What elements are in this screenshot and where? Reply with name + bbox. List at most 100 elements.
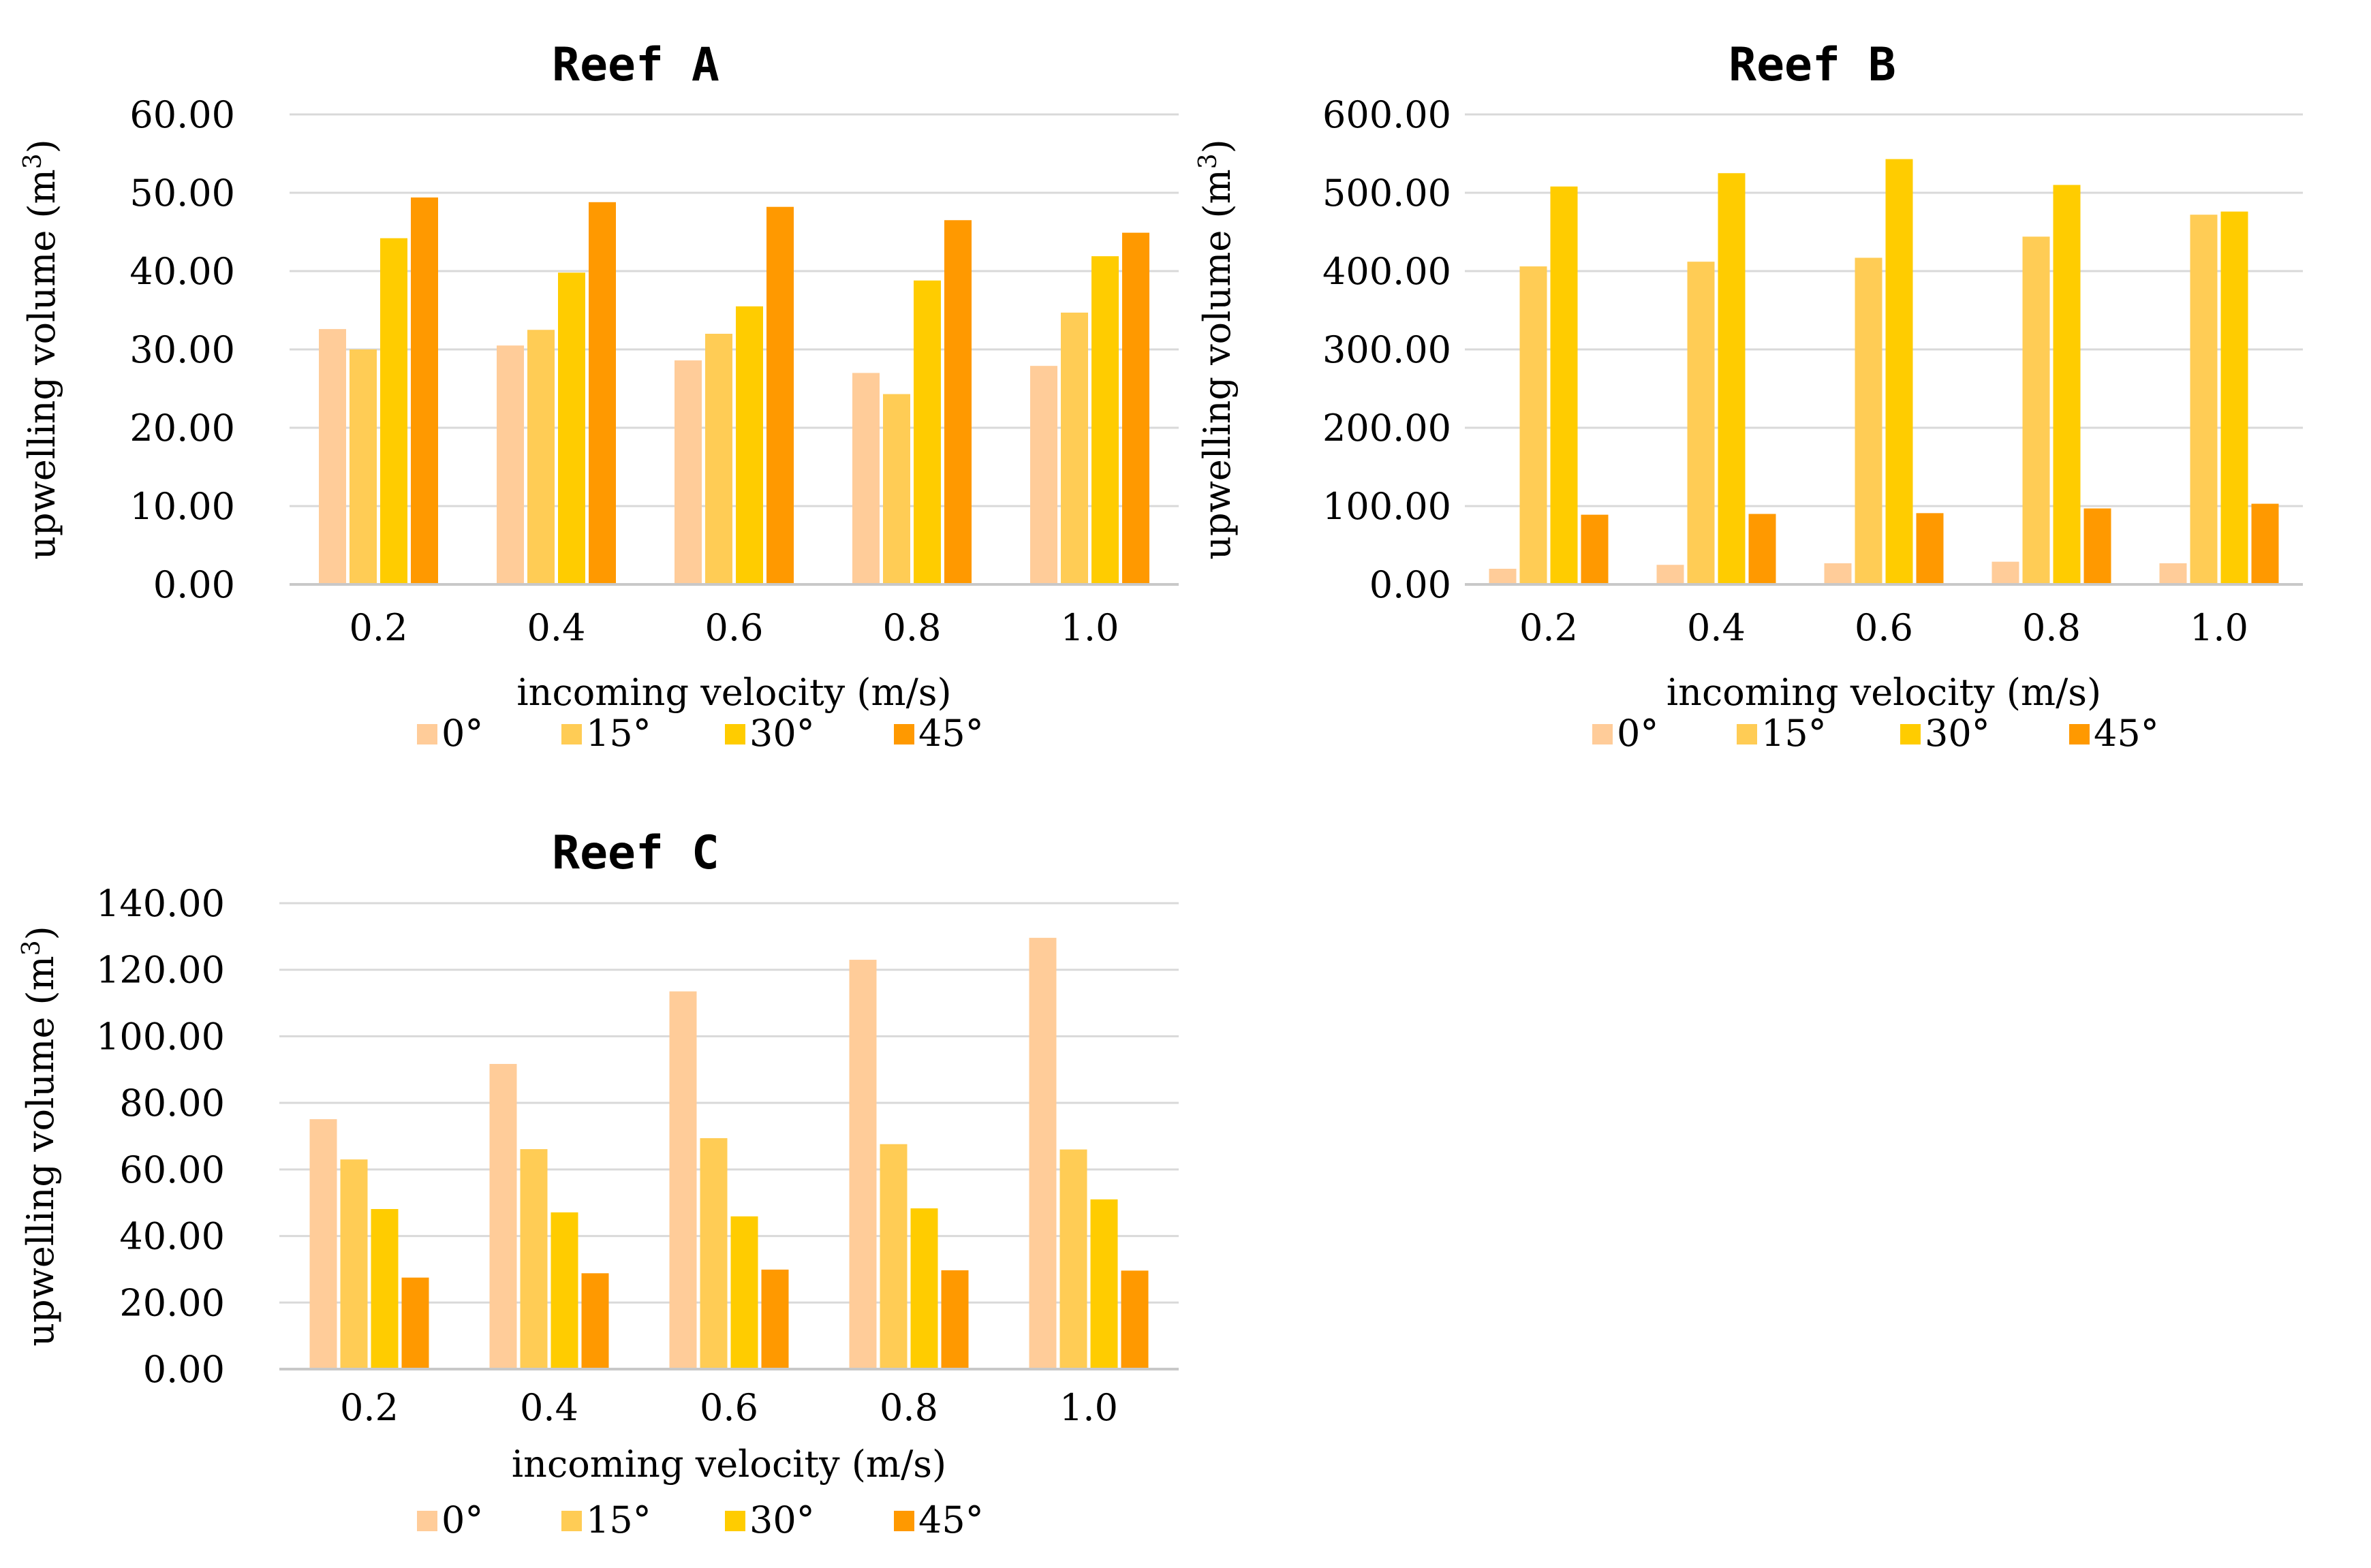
y-tick-label: 200.00: [1322, 407, 1451, 450]
bar: [1656, 565, 1684, 583]
y-tick-label: 40.00: [129, 250, 235, 293]
legend-label: 15°: [586, 1499, 651, 1541]
y-axis-label-text: upwelling volume (m: [20, 169, 63, 560]
bar: [558, 272, 585, 583]
bar: [1824, 563, 1852, 583]
legend-label: 15°: [1761, 712, 1827, 755]
bar: [883, 394, 910, 583]
bar: [1029, 937, 1057, 1368]
y-axis-label-close: ): [19, 926, 62, 940]
bar: [2159, 563, 2187, 583]
legend-label: 0°: [441, 712, 483, 755]
legend-swatch: [1900, 724, 1921, 744]
y-axis-label-close: ): [1196, 139, 1239, 153]
x-tick-label: 1.0: [2190, 606, 2248, 649]
legend-swatch: [725, 724, 745, 744]
bar: [944, 220, 972, 583]
y-tick-label: 0.00: [143, 1348, 225, 1391]
x-tick-label: 0.8: [880, 1386, 938, 1429]
y-axis-label: upwelling volume (m3): [18, 926, 62, 1347]
reef-a: Reef A 0.00 10.00 20.00 30.00 40.00 50.00 60.00…: [19, 38, 1179, 755]
bar: [2190, 215, 2218, 583]
bar: [1090, 1199, 1118, 1368]
y-tick-label: 50.00: [129, 172, 235, 215]
y-tick-label: 300.00: [1322, 328, 1451, 371]
legend-label: 30°: [749, 1499, 815, 1541]
y-tick-label: 500.00: [1322, 172, 1451, 215]
x-axis-label: incoming velocity (m/s): [512, 1443, 946, 1486]
bar: [1519, 266, 1547, 583]
y-tick-label: 400.00: [1322, 250, 1451, 293]
y-tick-label: 40.00: [119, 1215, 225, 1258]
bar: [2022, 236, 2050, 583]
bar: [1855, 257, 1882, 583]
bar: [581, 1273, 609, 1368]
bar: [1489, 569, 1517, 583]
legend-label: 0°: [1617, 712, 1658, 755]
y-tick-label: 0.00: [1369, 563, 1451, 606]
bar: [2053, 185, 2081, 583]
legend-swatch: [1592, 724, 1613, 744]
bar: [1550, 186, 1578, 583]
x-tick-label: 0.8: [883, 606, 942, 649]
y-tick-label: 140.00: [96, 882, 225, 925]
legend-swatch: [417, 724, 437, 744]
legend-label: 0°: [441, 1499, 483, 1541]
bar: [1030, 366, 1057, 583]
bar: [411, 197, 438, 583]
x-axis-label: incoming velocity (m/s): [1667, 671, 2101, 714]
bar: [401, 1277, 429, 1368]
bar: [371, 1208, 399, 1368]
bar: [1581, 514, 1609, 583]
y-axis-label: upwelling volume (m3): [19, 139, 63, 560]
x-tick-label: 0.6: [705, 606, 764, 649]
bar: [669, 991, 697, 1368]
bar: [1121, 1270, 1149, 1368]
y-tick-label: 30.00: [129, 328, 235, 371]
bar: [520, 1149, 548, 1368]
y-tick-label: 60.00: [119, 1148, 225, 1191]
y-tick-label: 120.00: [96, 949, 225, 992]
bar: [1916, 513, 1944, 583]
bar: [1122, 232, 1149, 583]
legend-swatch: [1737, 724, 1757, 744]
y-axis-label-superscript: 3: [18, 940, 46, 956]
x-tick-label: 1.0: [1059, 1386, 1118, 1429]
chart-title: Reef C: [552, 826, 719, 880]
legend-label: 45°: [918, 712, 984, 755]
bar: [489, 1063, 517, 1368]
bar: [910, 1208, 938, 1368]
bar: [350, 349, 377, 583]
bar: [2083, 508, 2111, 583]
bar: [551, 1212, 578, 1368]
bar: [380, 238, 407, 583]
y-axis-label-text: upwelling volume (m: [1196, 169, 1239, 560]
x-tick-label: 0.2: [340, 1386, 399, 1429]
bar: [527, 330, 555, 583]
bar: [2220, 211, 2248, 584]
bar: [589, 202, 616, 583]
legend-swatch: [561, 1511, 582, 1531]
bar: [700, 1138, 728, 1368]
bar: [340, 1159, 368, 1368]
legend-swatch: [725, 1511, 745, 1531]
bar: [880, 1144, 908, 1368]
legend-label: 15°: [586, 712, 651, 755]
reef-c: Reef C 0.00 20.00 40.00 60.00 80.00 100.00 120.…: [18, 826, 1179, 1541]
bar: [309, 1119, 337, 1368]
x-tick-label: 0.2: [350, 606, 408, 649]
x-tick-label: 0.8: [2022, 606, 2081, 649]
x-tick-label: 0.6: [700, 1386, 758, 1429]
legend-swatch: [894, 1511, 914, 1531]
y-tick-label: 0.00: [153, 563, 235, 606]
bar: [705, 334, 732, 583]
legend-label: 30°: [1925, 712, 1990, 755]
x-tick-label: 0.6: [1855, 606, 1913, 649]
reef-b: Reef B 0.00 100.00 200.00 300.00 400.00 500.00…: [1194, 38, 2303, 755]
legend-swatch: [561, 724, 582, 744]
bar: [852, 373, 880, 583]
y-axis-label-close: ): [20, 139, 63, 153]
legend-label: 45°: [2094, 712, 2159, 755]
legend-label: 30°: [749, 712, 815, 755]
